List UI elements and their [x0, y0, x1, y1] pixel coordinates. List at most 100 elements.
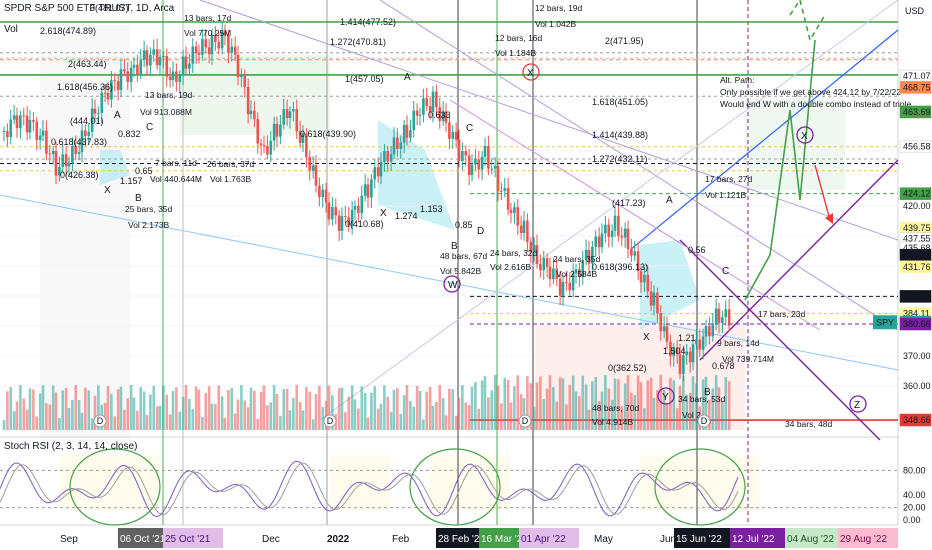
volume-bar	[269, 402, 273, 430]
candle-body	[617, 215, 620, 236]
volume-bar	[600, 391, 604, 430]
candle-body	[194, 46, 198, 54]
fib-label: 1(457.05)	[345, 74, 384, 84]
date-tag-bg	[163, 528, 223, 548]
candle-body	[350, 209, 354, 226]
trendline	[0, 194, 899, 371]
wave-circle	[849, 395, 867, 413]
wave-label: X	[527, 68, 534, 79]
candle-body	[370, 179, 373, 198]
volume-bar	[428, 386, 432, 430]
candle-body	[578, 269, 581, 277]
fib-label: 0.678	[712, 361, 735, 371]
volume-bar	[522, 398, 526, 430]
candle-body	[155, 49, 159, 66]
volume-bar	[493, 375, 497, 430]
bar-count-label: 17 bars, 27d	[705, 174, 753, 184]
volume-bar	[158, 405, 162, 430]
candle-body	[656, 292, 659, 314]
fib-label: 1.153	[420, 204, 443, 214]
volume-bar	[327, 385, 331, 430]
candle-body	[597, 236, 601, 248]
volume-bar	[64, 387, 68, 430]
rsi-highlight	[409, 448, 501, 526]
candle-body	[467, 155, 471, 176]
bar-count-label: Vol 2.173B	[128, 220, 169, 230]
candle-body	[448, 122, 451, 139]
candle-body	[711, 323, 715, 337]
volume-bar	[350, 385, 354, 430]
candle-body	[246, 86, 250, 115]
fib-label: 0.832	[118, 129, 141, 139]
fib-label: 1.414(477.52)	[340, 17, 396, 27]
candle-body	[451, 131, 455, 139]
date-tag-bg	[674, 528, 734, 548]
candle-body	[438, 107, 442, 121]
volume-bar	[87, 390, 91, 430]
candle-body	[522, 220, 526, 234]
volume-bar	[376, 408, 380, 430]
volume-bar	[223, 417, 227, 430]
candle-body	[214, 34, 217, 43]
volume-bar	[285, 388, 289, 430]
wave-zone	[640, 240, 700, 330]
candle-body	[496, 165, 500, 191]
candle-body	[662, 326, 666, 332]
volume-bar	[32, 389, 35, 430]
trendline	[379, 0, 899, 331]
rsi-tick: 20.00	[903, 503, 926, 513]
candle-body	[149, 54, 152, 66]
volume-bar	[184, 385, 188, 430]
time-label: 25 Oct '21	[165, 534, 211, 545]
fib-label: 0.85	[455, 220, 473, 230]
volume-bar	[620, 406, 624, 430]
volume-bar	[438, 385, 442, 430]
volume-bar	[555, 401, 559, 430]
volume-bar	[103, 402, 107, 430]
candle-body	[22, 115, 26, 117]
volume-bar	[67, 408, 71, 430]
candle-body	[357, 205, 360, 214]
fib-label: 2(471.95)	[605, 36, 644, 46]
chart-title: SPDR S&P 500 ETF TRUST, 1D, Arca	[4, 3, 175, 14]
candle-body	[32, 119, 35, 122]
volume-bar	[207, 386, 211, 430]
candle-body	[431, 91, 435, 112]
dividend-marker	[518, 414, 532, 428]
bar-count-label: 34 bars, 48d	[785, 419, 833, 429]
volume-label: Vol	[4, 24, 18, 35]
volume-bar	[305, 386, 308, 430]
candle-body	[568, 282, 572, 291]
wave-label: A	[404, 72, 411, 83]
candle-body	[604, 224, 607, 234]
volume-bar	[259, 391, 263, 430]
volume-bar	[461, 385, 464, 430]
volume-bar	[578, 396, 581, 430]
candle-body	[444, 111, 448, 123]
volume-bar	[347, 396, 351, 430]
volume-bar	[360, 386, 364, 430]
stoch-rsi-pane	[0, 448, 898, 526]
volume-bar	[275, 393, 279, 430]
candle-body	[142, 50, 146, 60]
candle-body	[428, 106, 432, 112]
rsi-highlight	[69, 448, 161, 526]
candle-body	[552, 268, 555, 280]
wave-label: X	[643, 332, 650, 343]
candle-body	[275, 123, 279, 137]
volume-bar	[80, 412, 84, 430]
candle-body	[77, 151, 81, 154]
volume-bar	[607, 388, 611, 430]
bar-count-label: Vol 5.842B	[440, 266, 481, 276]
candle-body	[64, 154, 68, 167]
candle-body	[409, 130, 412, 138]
candle-body	[123, 69, 126, 72]
volume-bar	[581, 375, 585, 430]
volume-bar	[457, 397, 461, 430]
shade-region	[640, 455, 760, 510]
bar-count-label: Vol 2.584B	[556, 269, 597, 279]
volume-bar	[721, 401, 724, 430]
volume-bar	[649, 377, 653, 430]
